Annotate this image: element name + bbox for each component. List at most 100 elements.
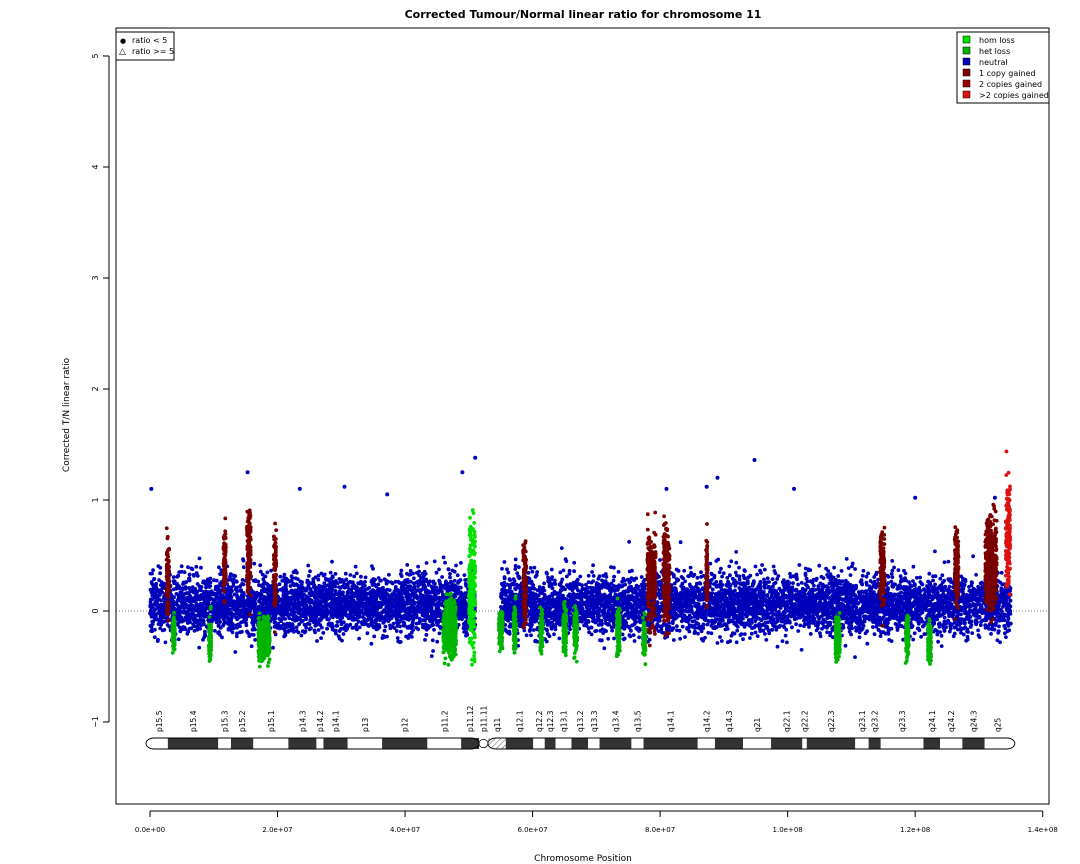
neutral-point	[333, 572, 338, 576]
neutral-point	[226, 586, 231, 591]
neutral-point	[355, 601, 360, 606]
neutral-point	[437, 595, 441, 600]
neutral-point	[393, 579, 398, 584]
neutral-point	[437, 567, 441, 572]
neutral-point	[175, 574, 180, 579]
neutral-point	[775, 644, 780, 649]
neutral-point	[299, 633, 304, 638]
neutral-point	[333, 596, 338, 601]
neutral-point	[307, 627, 312, 632]
neutral-point	[364, 608, 369, 613]
neutral-point	[360, 590, 364, 594]
neutral-point	[367, 585, 372, 590]
neutral-point	[313, 623, 318, 628]
neutral-point	[304, 617, 308, 622]
neutral-point	[315, 639, 319, 643]
neutral-point	[159, 598, 164, 603]
neutral-point	[225, 611, 230, 616]
neutral-point	[249, 644, 254, 649]
neutral-point	[343, 595, 347, 599]
neutral-point	[242, 617, 247, 622]
neutral-point	[199, 565, 203, 570]
neutral-point	[307, 574, 311, 578]
neutral-point	[359, 620, 364, 625]
neutral-point	[378, 578, 383, 583]
neutral-point	[816, 626, 820, 630]
neutral-point	[357, 636, 361, 641]
neutral-point	[286, 579, 291, 584]
neutral-point	[169, 595, 174, 599]
neutral-point	[452, 569, 457, 574]
neutral-point	[239, 613, 243, 617]
neutral-point	[552, 632, 556, 637]
neutral-point	[319, 584, 324, 589]
neutral-point	[156, 564, 161, 568]
neutral-point	[351, 584, 355, 589]
neutral-point	[346, 581, 351, 585]
neutral-point	[187, 572, 192, 577]
neutral-point	[291, 570, 296, 575]
neutral-point	[422, 583, 427, 588]
neutral-point	[204, 585, 208, 590]
neutral-point	[189, 586, 194, 591]
neutral-point	[261, 595, 266, 600]
neutral-point	[253, 638, 257, 642]
chart-title: Corrected Tumour/Normal linear ratio for…	[405, 8, 762, 21]
neutral-point	[421, 571, 426, 576]
neutral-point	[205, 595, 210, 600]
neutral-point	[431, 623, 435, 627]
neutral-point	[443, 580, 448, 585]
neutral-point	[411, 586, 416, 590]
neutral-point	[360, 608, 364, 613]
neutral-point	[304, 594, 309, 599]
neutral-point	[440, 575, 444, 579]
neutral-point	[266, 584, 271, 588]
neutral-point	[280, 616, 285, 621]
neutral-point	[182, 570, 187, 575]
neutral-point	[384, 597, 389, 602]
neutral-point	[412, 576, 416, 581]
neutral-point	[405, 626, 410, 630]
neutral-point	[200, 613, 205, 618]
neutral-point	[312, 628, 317, 633]
neutral-point	[449, 579, 453, 584]
neutral-point	[181, 582, 185, 586]
neutral-point	[388, 626, 393, 631]
neutral-point	[155, 639, 160, 643]
neutral-point	[226, 618, 231, 623]
neutral-point	[363, 575, 368, 580]
neutral-point	[197, 556, 202, 561]
neutral-point	[762, 577, 766, 582]
neutral-point	[314, 599, 318, 603]
neutral-point	[365, 631, 370, 636]
neutral-point	[288, 612, 293, 617]
neutral-point	[149, 597, 154, 602]
neutral-point	[152, 577, 156, 582]
neutral-point	[313, 603, 318, 608]
neutral-point	[347, 588, 352, 593]
neutral-point	[709, 631, 714, 636]
neutral-point	[414, 626, 419, 630]
neutral-point	[152, 635, 157, 639]
neutral-point	[256, 579, 261, 584]
neutral-point	[177, 615, 182, 620]
neutral-point	[392, 613, 397, 618]
neutral-point	[411, 571, 415, 576]
neutral-point	[459, 593, 464, 597]
neutral-point	[284, 612, 289, 617]
neutral-point	[176, 611, 180, 616]
neutral-point	[369, 641, 374, 646]
neutral-point	[299, 581, 304, 586]
neutral-point	[265, 570, 270, 575]
neutral-point	[269, 588, 274, 592]
neutral-point	[403, 616, 407, 621]
neutral-point	[253, 608, 258, 613]
neutral-point	[568, 627, 572, 632]
neutral-point	[424, 632, 429, 637]
neutral-point	[383, 615, 387, 620]
neutral-point	[455, 573, 460, 578]
neutral-point	[295, 617, 300, 621]
neutral-point	[192, 616, 197, 621]
neutral-point	[446, 567, 451, 571]
neutral-point	[456, 613, 460, 617]
